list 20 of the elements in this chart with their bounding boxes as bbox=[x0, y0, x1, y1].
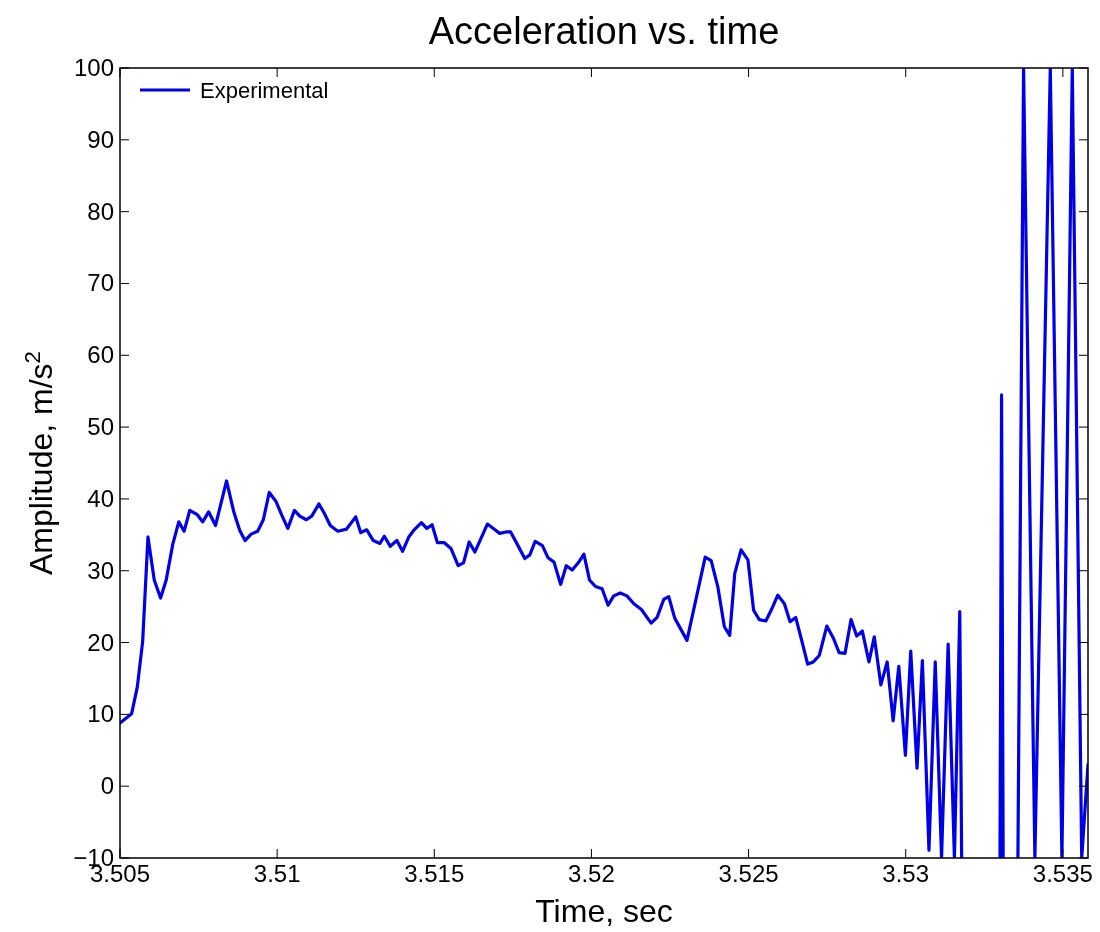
y-tick-label: 80 bbox=[87, 197, 114, 225]
y-tick-label: 20 bbox=[87, 628, 114, 656]
x-tick-label: 3.535 bbox=[1032, 860, 1093, 887]
legend-label: Experimental bbox=[200, 78, 329, 103]
y-tick-label: 30 bbox=[87, 556, 114, 584]
y-tick-label: 50 bbox=[87, 413, 114, 441]
y-tick-label: 40 bbox=[87, 484, 114, 512]
x-axis-title: Time, sec bbox=[535, 893, 673, 929]
x-tick-label: 3.515 bbox=[404, 860, 465, 887]
y-tick-label: 100 bbox=[73, 54, 114, 81]
y-tick-label: 70 bbox=[87, 269, 114, 297]
chart-title: Acceleration vs. time bbox=[428, 10, 780, 52]
y-tick-label: 10 bbox=[87, 700, 114, 728]
x-tick-label: 3.52 bbox=[568, 860, 615, 887]
x-tick-label: 3.53 bbox=[882, 860, 930, 887]
x-tick-label: 3.525 bbox=[718, 860, 779, 887]
y-tick-label: 0 bbox=[100, 772, 114, 800]
y-tick-label: 90 bbox=[87, 125, 114, 153]
x-tick-label: 3.51 bbox=[253, 860, 301, 887]
y-tick-label: 60 bbox=[87, 341, 114, 369]
